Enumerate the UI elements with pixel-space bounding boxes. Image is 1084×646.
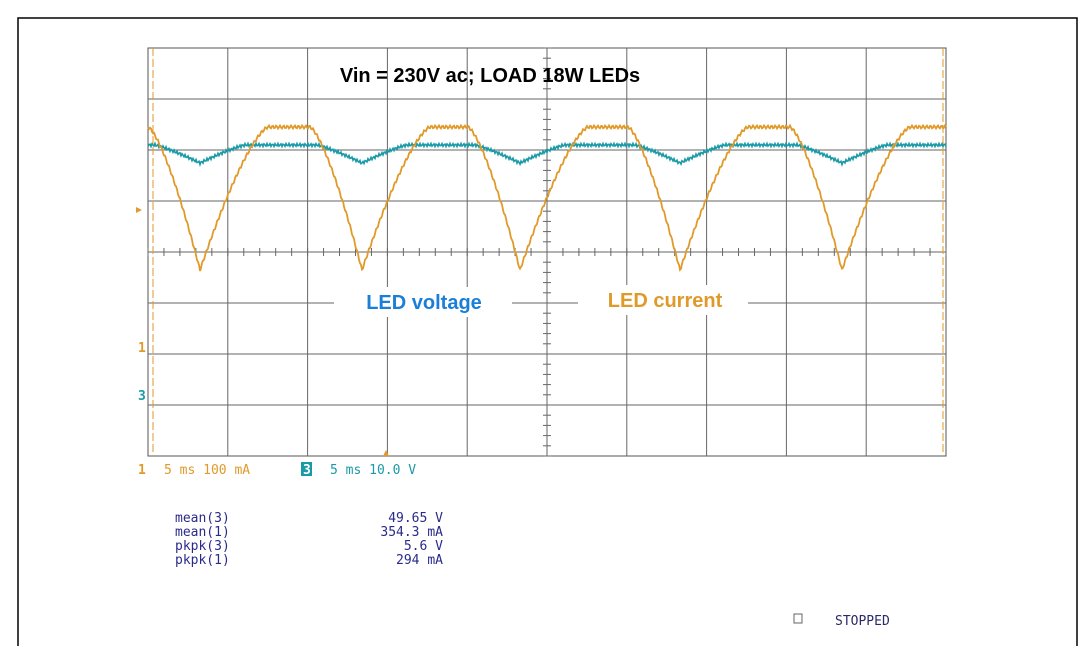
channel-1-marker: 1 xyxy=(138,341,146,356)
graticule xyxy=(147,47,947,457)
measurement-label: pkpk(1) xyxy=(175,553,230,568)
channel-1-id: 1 xyxy=(138,463,146,478)
measurement-label: mean(1) xyxy=(175,525,230,540)
current-trace xyxy=(147,123,947,272)
voltage-label: LED voltage xyxy=(366,292,482,314)
trigger-position xyxy=(383,450,389,456)
channel-3-marker: 3 xyxy=(138,389,146,404)
trigger-marker xyxy=(136,207,142,213)
channel-3-box xyxy=(301,462,312,476)
label-bg xyxy=(578,285,748,315)
channel-3-scale: 5 ms 10.0 V xyxy=(330,463,416,478)
measurement-label: mean(3) xyxy=(175,511,230,526)
measurements: mean(3) 49.65 V mean(1) 354.3 mA pkpk(3) 5.6 … xyxy=(175,511,443,568)
status-box xyxy=(793,613,803,624)
measurement-value: 5.6 V xyxy=(404,539,443,554)
scope-title: Vin = 230V ac; LOAD 18W LEDs xyxy=(340,65,640,87)
channel-3-id: 3 xyxy=(303,463,311,478)
figure-frame xyxy=(17,17,1078,646)
waveforms xyxy=(147,123,947,272)
current-label: LED current xyxy=(608,290,723,312)
measurement-value: 294 mA xyxy=(396,553,443,568)
label-bg xyxy=(334,287,512,317)
background xyxy=(0,0,1084,12)
measurement-label: pkpk(3) xyxy=(175,539,230,554)
measurement-value: 49.65 V xyxy=(388,511,443,526)
status: STOPPED xyxy=(835,614,890,629)
measurement-value: 354.3 mA xyxy=(380,525,443,540)
voltage-trace xyxy=(147,141,947,167)
channel-1-scale: 5 ms 100 mA xyxy=(164,463,250,478)
